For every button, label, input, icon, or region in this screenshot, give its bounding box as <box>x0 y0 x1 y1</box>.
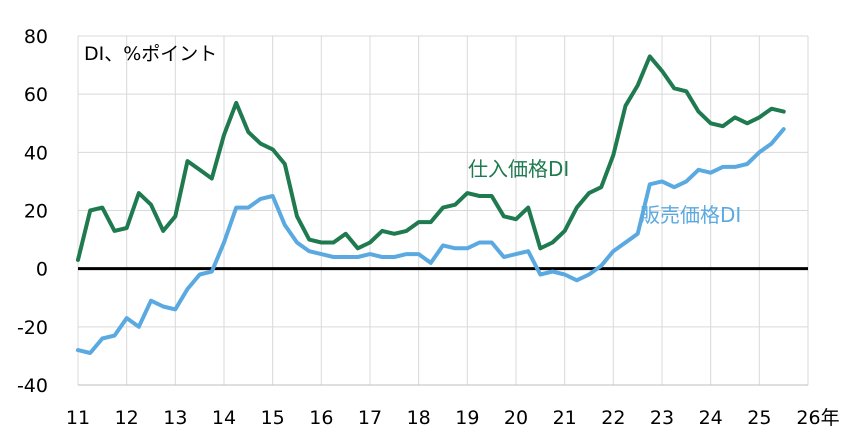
x-tick-label: 22 <box>601 407 625 429</box>
x-tick-labels: 11 12 13 14 15 16 17 18 19 20 21 22 23 24 25 26年 <box>66 407 840 429</box>
y-tick-labels: 80 60 40 20 0 -20 -40 <box>17 26 48 397</box>
x-tick-label: 19 <box>455 407 479 429</box>
y-tick-label: 80 <box>24 26 48 48</box>
x-tick-label: 11 <box>66 407 90 429</box>
x-tick-label: 21 <box>553 407 577 429</box>
x-tick-label: 17 <box>358 407 382 429</box>
x-tick-label: 23 <box>650 407 674 429</box>
y-tick-label: 0 <box>36 259 48 281</box>
purchase-series-label: 仕入価格DI <box>468 157 569 181</box>
x-tick-label: 12 <box>115 407 139 429</box>
selling-series-label: 販売価格DI <box>640 203 741 227</box>
x-tick-label: 25 <box>747 407 771 429</box>
selling-price-line <box>76 127 786 355</box>
y-tick-label: 40 <box>24 142 48 164</box>
y-tick-label: 60 <box>24 84 48 106</box>
y-tick-label: 20 <box>24 201 48 223</box>
x-tick-label: 24 <box>699 407 723 429</box>
x-tick-label: 18 <box>407 407 431 429</box>
x-tick-label: 20 <box>504 407 528 429</box>
purchase-price-line <box>76 54 786 262</box>
x-tick-label: 26年 <box>796 407 839 429</box>
x-tick-label: 15 <box>261 407 285 429</box>
x-tick-label: 16 <box>309 407 333 429</box>
series-group <box>76 54 786 355</box>
y-tick-label: -20 <box>17 317 48 339</box>
unit-label: DI、%ポイント <box>84 43 217 65</box>
x-tick-label: 13 <box>163 407 187 429</box>
x-tick-label: 14 <box>212 407 236 429</box>
y-tick-label: -40 <box>17 375 48 397</box>
